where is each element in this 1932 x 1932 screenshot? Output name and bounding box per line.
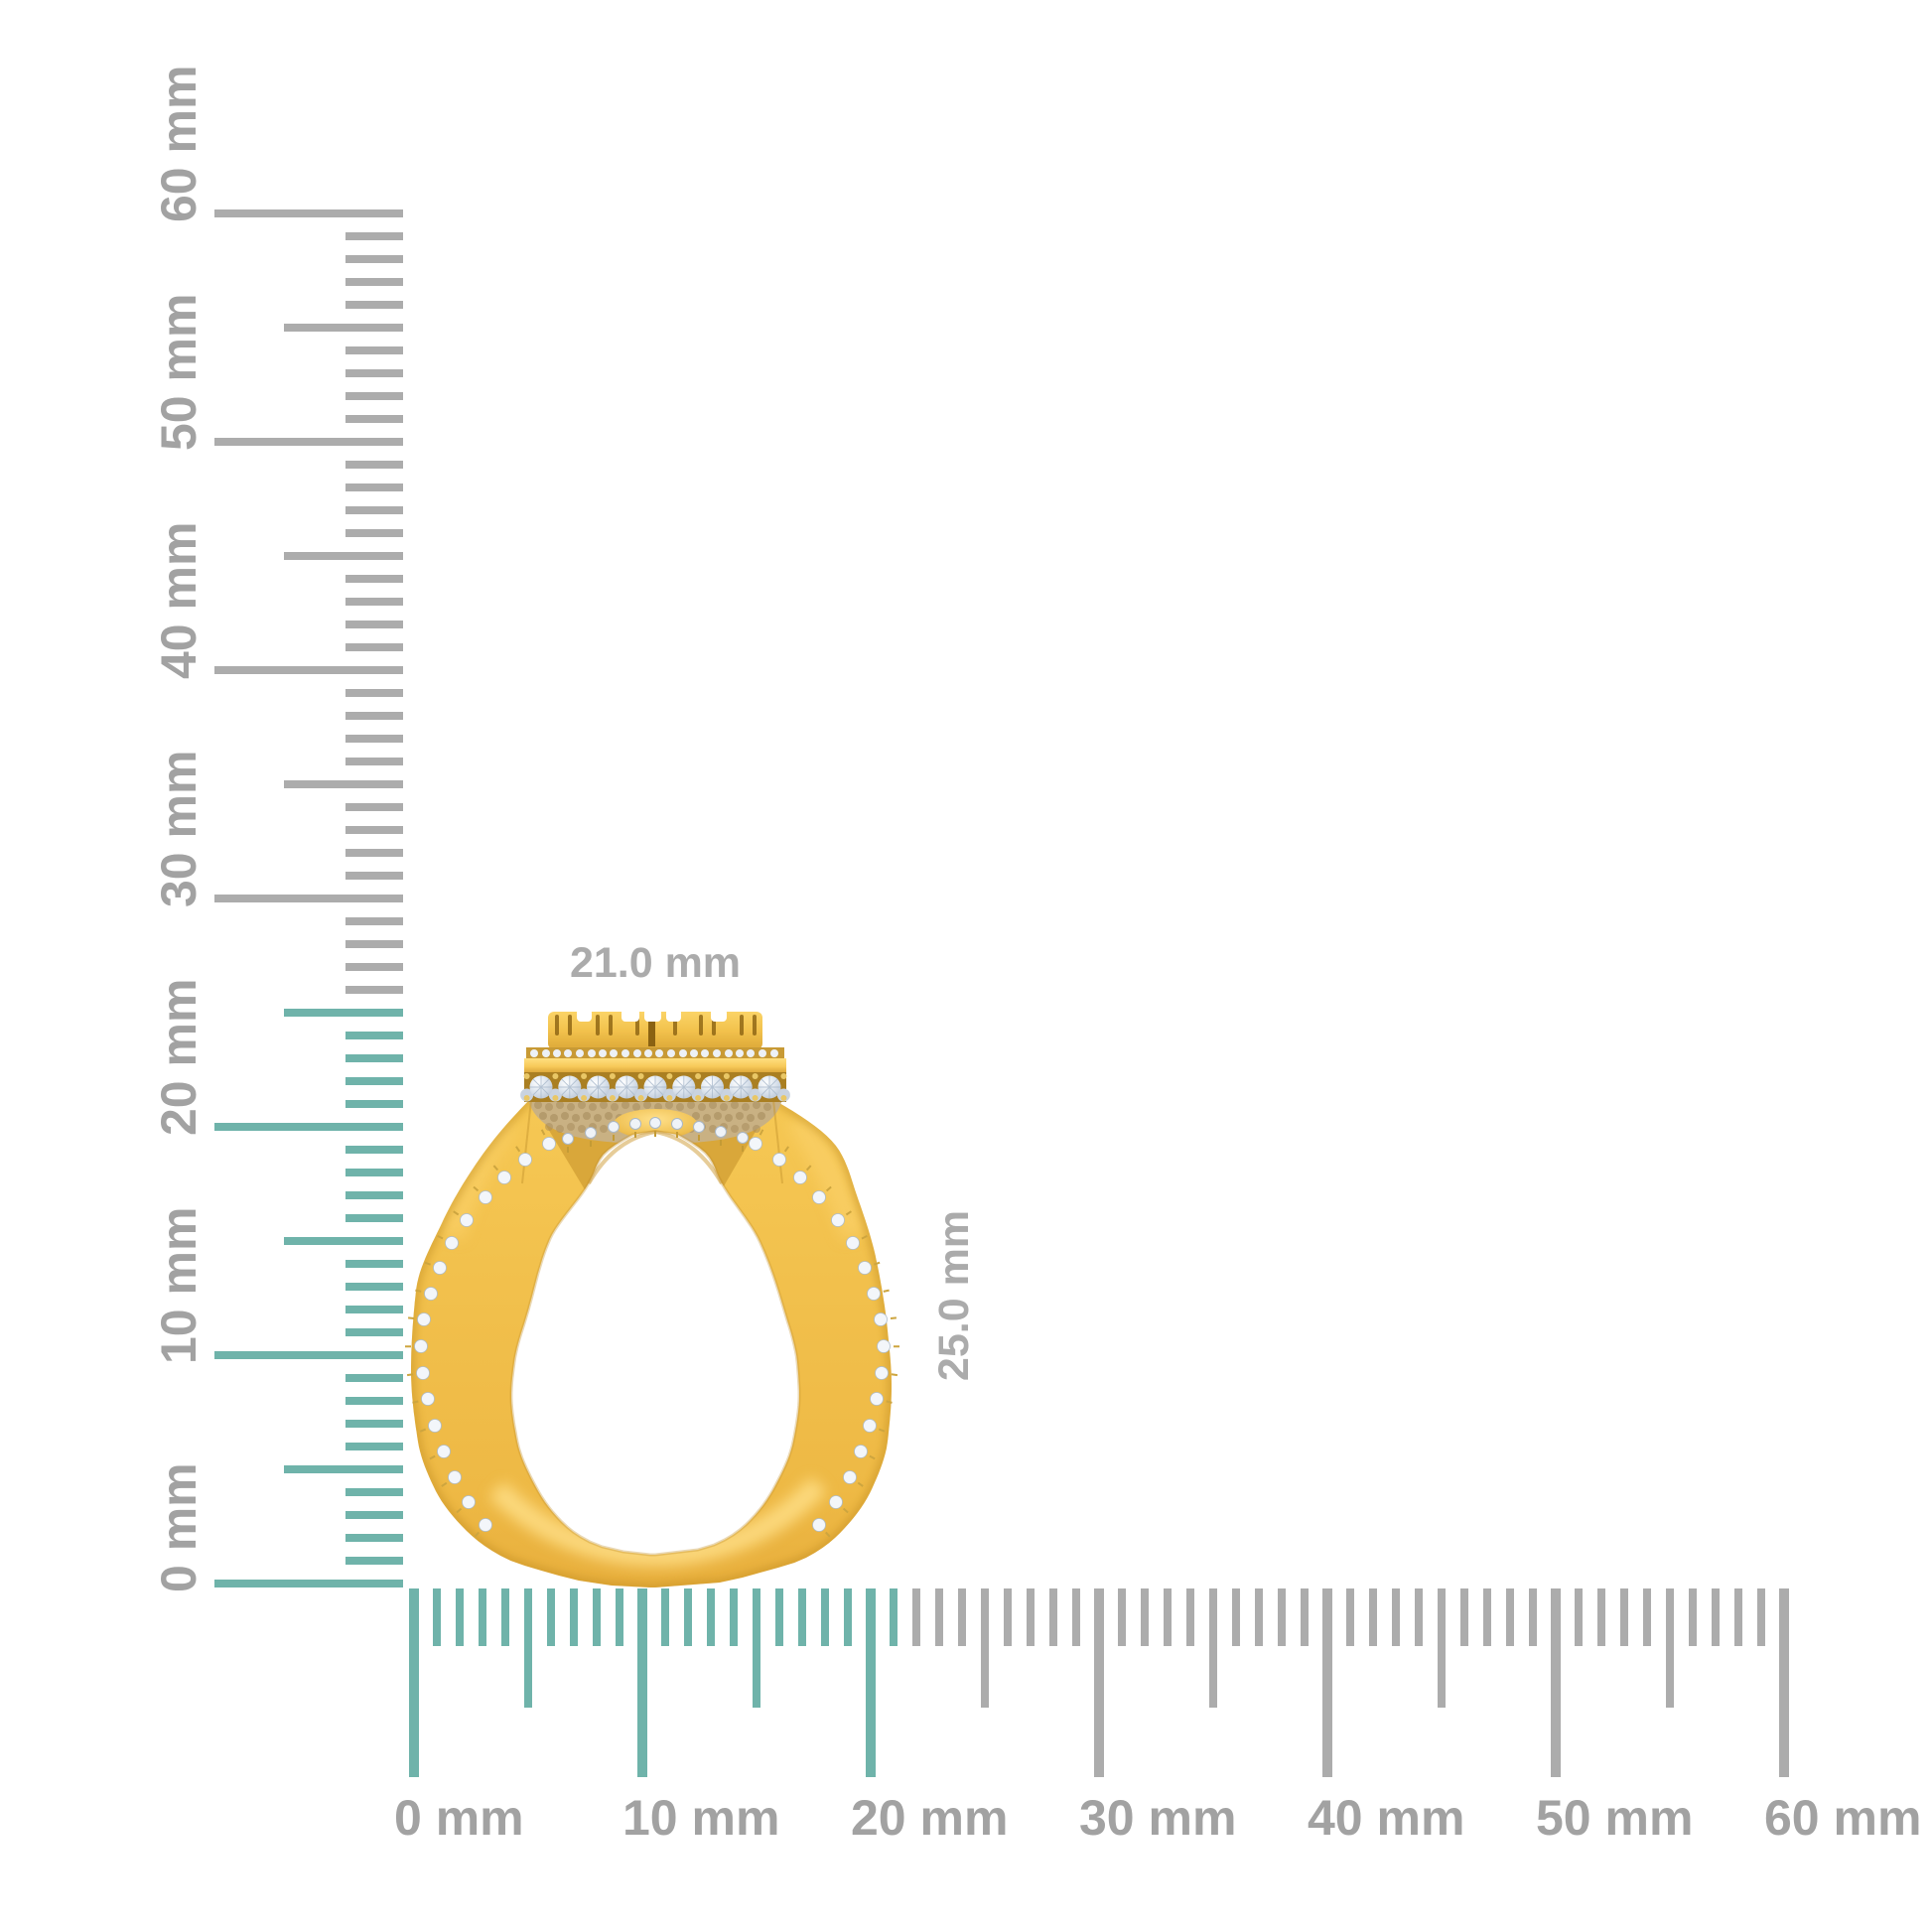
svg-text:30 mm: 30 mm <box>1079 1790 1236 1846</box>
svg-text:20 mm: 20 mm <box>851 1790 1008 1846</box>
svg-text:0 mm: 0 mm <box>394 1790 524 1846</box>
svg-text:10 mm: 10 mm <box>151 1207 207 1364</box>
svg-text:0 mm: 0 mm <box>151 1462 207 1592</box>
svg-text:40 mm: 40 mm <box>151 522 207 679</box>
svg-text:40 mm: 40 mm <box>1308 1790 1464 1846</box>
svg-text:30 mm: 30 mm <box>151 751 207 907</box>
svg-text:50 mm: 50 mm <box>1536 1790 1693 1846</box>
svg-text:25.0 mm: 25.0 mm <box>930 1210 978 1381</box>
svg-text:50 mm: 50 mm <box>151 294 207 451</box>
svg-text:20 mm: 20 mm <box>151 979 207 1136</box>
svg-text:60 mm: 60 mm <box>151 66 207 222</box>
svg-text:60 mm: 60 mm <box>1764 1790 1921 1846</box>
svg-text:10 mm: 10 mm <box>622 1790 779 1846</box>
svg-text:21.0 mm: 21.0 mm <box>570 939 741 987</box>
